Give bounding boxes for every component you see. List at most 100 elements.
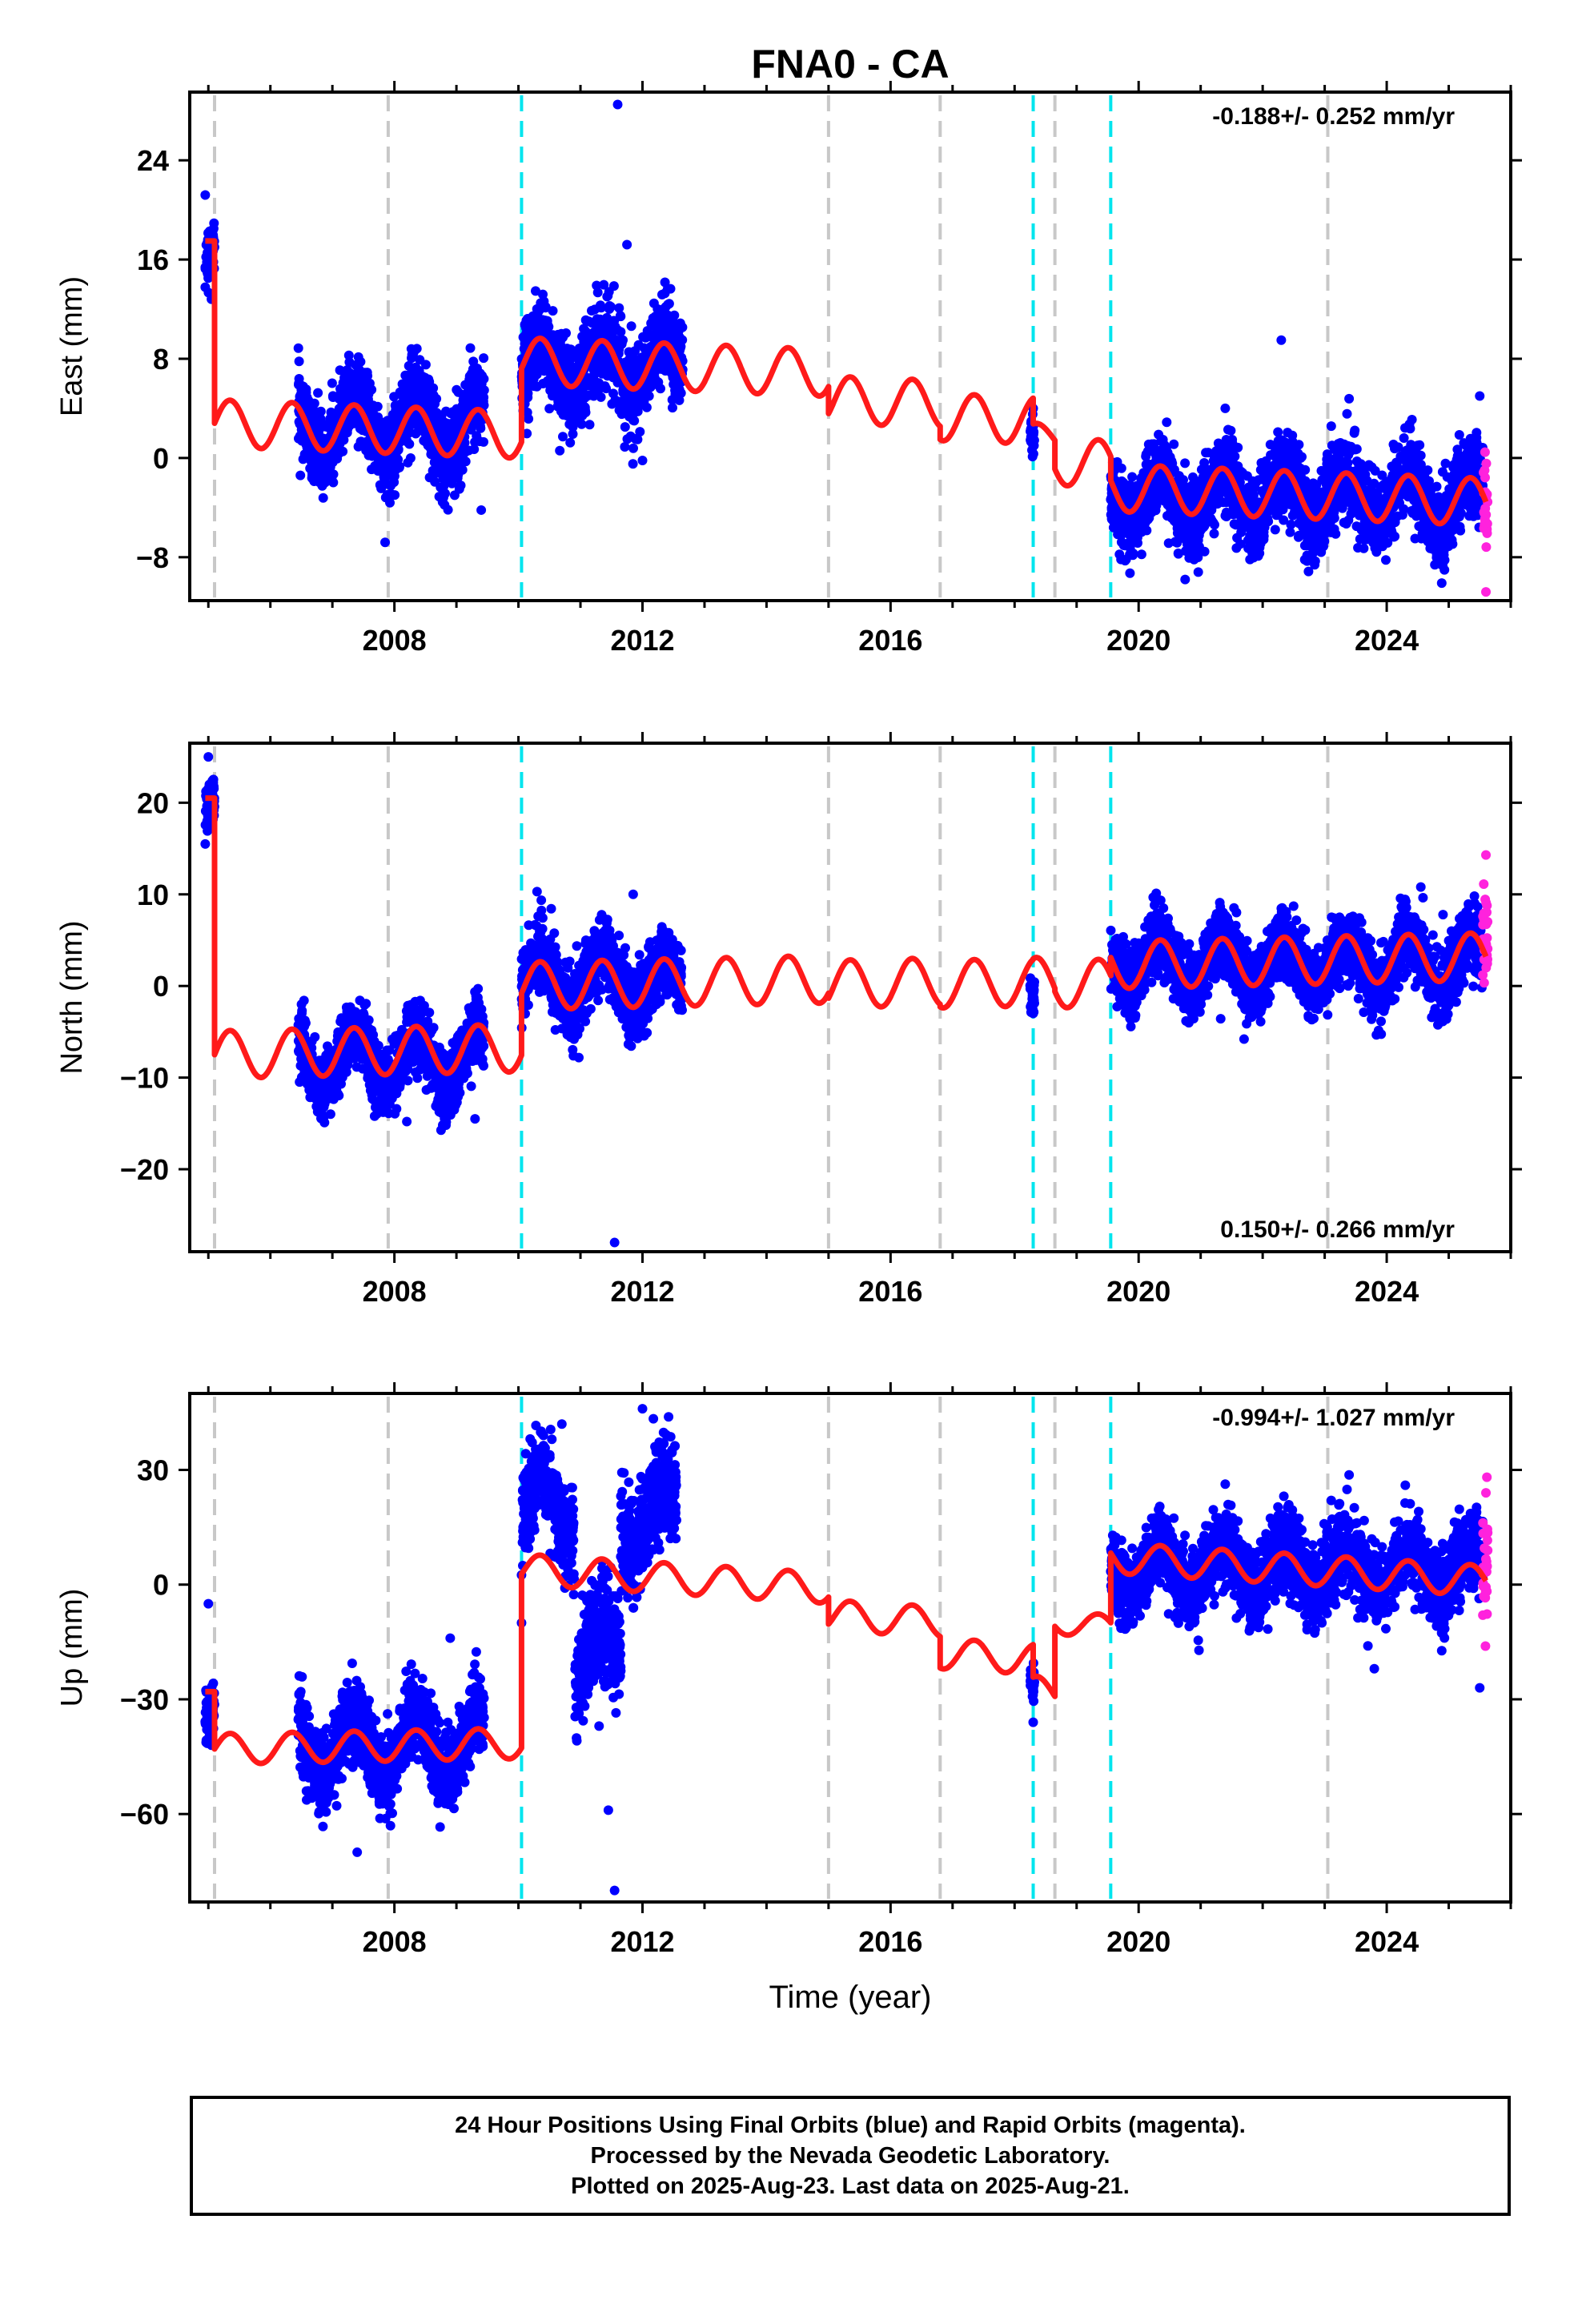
final-point [1475, 391, 1485, 401]
final-point [1194, 541, 1204, 552]
final-point [315, 459, 326, 469]
final-point [624, 412, 634, 422]
final-point [391, 464, 401, 475]
final-point [380, 537, 391, 548]
final-point [465, 343, 476, 353]
final-point [343, 350, 354, 360]
final-point [430, 476, 440, 487]
final-point [1217, 474, 1227, 485]
x-axis-label: Time (year) [769, 1980, 932, 2015]
final-point [1440, 458, 1451, 468]
final-point [328, 469, 339, 480]
final-point [1303, 524, 1313, 534]
final-point [604, 304, 615, 314]
final-point [1350, 425, 1360, 436]
final-point [587, 306, 596, 316]
final-point [386, 489, 396, 499]
final-point [403, 457, 413, 468]
final-point [355, 424, 365, 434]
final-point [1464, 454, 1474, 464]
final-point [1406, 440, 1416, 450]
final-point [429, 457, 440, 468]
final-point [470, 387, 480, 396]
final-point [1028, 436, 1038, 446]
final-point [624, 347, 635, 357]
final-point [328, 477, 339, 488]
final-point [633, 358, 644, 368]
final-point [376, 483, 387, 493]
final-point [660, 288, 670, 299]
final-point [1286, 520, 1296, 529]
final-point [1162, 417, 1172, 428]
final-point [543, 323, 553, 332]
final-point [577, 332, 588, 342]
final-point [307, 411, 318, 421]
final-point [1221, 497, 1231, 508]
final-point [452, 472, 463, 483]
final-point [338, 378, 348, 388]
final-point [1387, 461, 1397, 472]
final-point [325, 459, 335, 469]
final-point [1293, 448, 1303, 459]
final-point [298, 454, 308, 464]
final-point [295, 380, 305, 390]
final-point [1363, 460, 1374, 470]
final-point [318, 493, 328, 503]
final-point [1468, 492, 1478, 502]
final-point [457, 400, 468, 411]
final-point [1472, 428, 1482, 438]
final-point [1371, 543, 1382, 553]
final-point [363, 394, 373, 404]
final-point [549, 389, 560, 400]
final-point [200, 190, 211, 200]
final-point [334, 404, 344, 414]
final-point [479, 353, 489, 364]
final-point [312, 423, 323, 432]
final-point [1125, 568, 1135, 578]
final-point [1306, 486, 1316, 497]
final-point [1303, 566, 1314, 577]
final-point [1399, 433, 1409, 443]
final-point [560, 358, 570, 368]
final-point [607, 329, 616, 340]
final-point [536, 298, 546, 308]
final-point [622, 239, 632, 250]
final-point [1187, 524, 1198, 534]
final-point [1330, 444, 1339, 455]
final-point [437, 497, 448, 507]
final-point [301, 388, 311, 398]
final-point [1276, 335, 1287, 345]
final-point [386, 480, 396, 491]
final-point [641, 402, 652, 412]
final-point [1142, 446, 1153, 456]
final-point [1454, 460, 1464, 471]
final-point [595, 314, 605, 324]
final-point [1415, 462, 1425, 472]
final-point [558, 392, 568, 403]
final-point [575, 396, 585, 406]
final-point [597, 368, 608, 379]
final-point [1424, 485, 1435, 496]
final-point [1419, 515, 1429, 525]
final-point [411, 428, 421, 439]
final-point [1162, 500, 1173, 510]
final-point [1221, 487, 1231, 497]
final-point [1260, 471, 1271, 481]
final-point [1180, 458, 1191, 468]
final-point [1299, 554, 1310, 565]
final-point [1175, 514, 1186, 525]
final-point [594, 378, 604, 388]
final-point [544, 404, 555, 414]
final-point [409, 373, 420, 383]
final-point [532, 310, 542, 320]
final-point [1325, 463, 1335, 473]
final-point [1121, 554, 1131, 565]
rapid-point [1481, 542, 1492, 553]
plot-title: FNA0 - CA [751, 42, 949, 86]
final-point [555, 445, 565, 456]
final-point [313, 388, 323, 398]
final-point [1454, 430, 1464, 440]
final-point [1447, 539, 1458, 549]
final-point [616, 396, 626, 407]
